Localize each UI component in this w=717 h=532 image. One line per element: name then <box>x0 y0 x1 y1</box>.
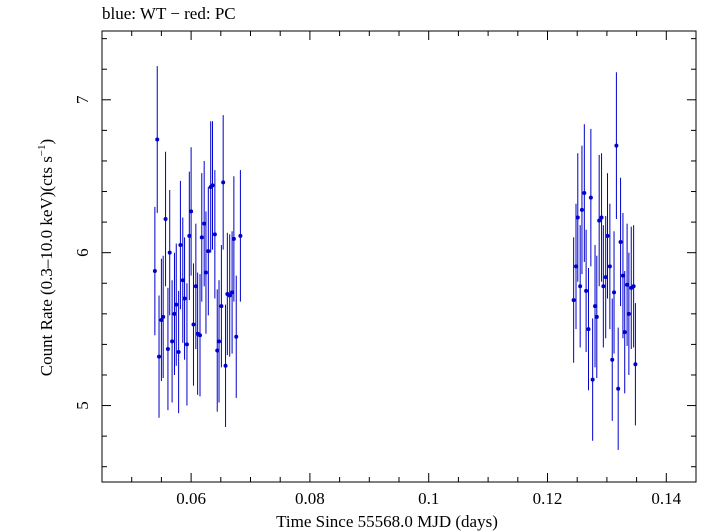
data-point <box>231 236 236 241</box>
data-point <box>217 339 222 344</box>
data-point <box>593 304 598 309</box>
data-point <box>616 386 621 391</box>
data-point <box>215 348 220 353</box>
data-point <box>189 209 194 214</box>
data-point <box>152 269 157 274</box>
series-pc <box>571 72 638 450</box>
chart-title: blue: WT − red: PC <box>102 4 236 23</box>
data-point <box>238 233 243 238</box>
data-point <box>597 218 602 223</box>
data-point <box>599 215 604 220</box>
y-tick-label: 5 <box>73 401 92 410</box>
x-tick-label: 0.08 <box>295 489 325 508</box>
data-point <box>575 215 580 220</box>
data-point <box>625 282 630 287</box>
data-point <box>223 363 228 368</box>
data-point <box>227 293 232 298</box>
data-point <box>199 235 204 240</box>
x-tick-label: 0.06 <box>176 489 206 508</box>
data-point <box>221 180 226 185</box>
x-tick-label: 0.14 <box>651 489 681 508</box>
data-point <box>234 334 239 339</box>
data-point <box>618 239 623 244</box>
data-point <box>174 302 179 307</box>
data-point <box>588 195 593 200</box>
data-point <box>620 273 625 278</box>
data-point <box>163 217 168 222</box>
data-point <box>586 327 591 332</box>
data-point <box>594 314 599 319</box>
data-point <box>210 183 215 188</box>
data-point <box>614 143 619 148</box>
data-point <box>601 284 606 289</box>
y-axis-label-main: Count Rate (0.3–10.0 keV)(cts s <box>37 156 56 376</box>
y-tick-label: 6 <box>73 248 92 257</box>
y-tick-label: 7 <box>73 95 92 104</box>
data-point <box>622 330 627 335</box>
data-point <box>170 339 175 344</box>
data-point <box>633 362 638 367</box>
data-point <box>578 284 583 289</box>
data-point <box>230 290 235 295</box>
data-point <box>157 354 162 359</box>
data-point <box>165 346 170 351</box>
data-point <box>219 304 224 309</box>
y-axis-label-close: ) <box>37 139 56 145</box>
data-point <box>191 322 196 327</box>
data-point <box>161 314 166 319</box>
data-point <box>579 207 584 212</box>
data-point <box>607 264 612 269</box>
x-axis-label: Time Since 55568.0 MJD (days) <box>276 512 498 531</box>
data-point <box>612 290 617 295</box>
data-point <box>159 317 164 322</box>
data-point <box>206 249 211 254</box>
data-point <box>626 311 631 316</box>
data-point <box>212 232 217 237</box>
y-axis-label-superscript: −1 <box>36 144 48 156</box>
x-tick-label: 0.1 <box>418 489 439 508</box>
data-point <box>172 311 177 316</box>
data-point <box>610 357 615 362</box>
data-point <box>180 278 185 283</box>
data-point <box>571 298 576 303</box>
data-point <box>605 233 610 238</box>
data-point <box>582 191 587 196</box>
data-point <box>176 350 181 355</box>
data-point <box>603 275 608 280</box>
data-point <box>198 333 203 338</box>
data-point <box>184 342 189 347</box>
data-point <box>590 377 595 382</box>
data-point <box>187 233 192 238</box>
data-point <box>167 250 172 255</box>
data-point <box>178 243 183 248</box>
data-point <box>629 285 634 290</box>
x-tick-label: 0.12 <box>533 489 563 508</box>
y-axis-label: Count Rate (0.3–10.0 keV)(cts s−1) <box>36 139 56 376</box>
data-point <box>182 296 187 301</box>
data-point <box>193 284 198 289</box>
data-point <box>203 270 208 275</box>
data-point <box>584 288 589 293</box>
data-point <box>574 264 579 269</box>
series-wt <box>152 66 243 427</box>
data-point <box>155 137 160 142</box>
data-point <box>202 221 207 226</box>
